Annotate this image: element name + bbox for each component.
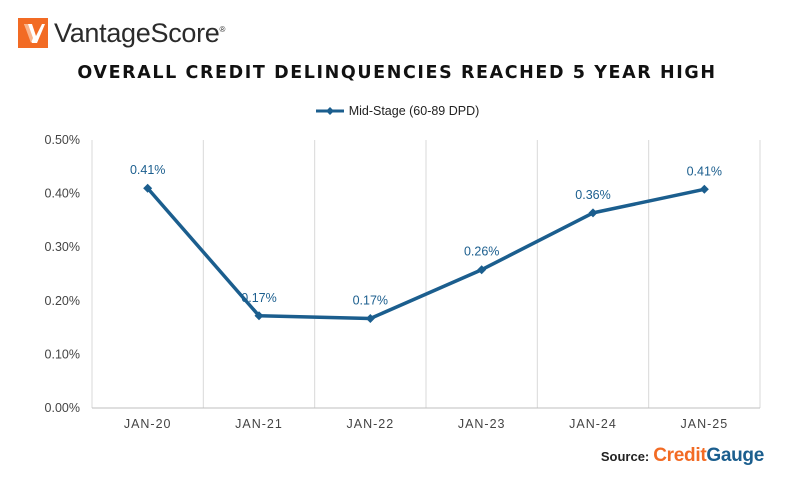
x-tick-label: JAN-22 xyxy=(346,417,394,431)
data-point-marker xyxy=(477,265,487,275)
y-tick-label: 0.50% xyxy=(45,133,80,147)
y-tick-label: 0.10% xyxy=(45,347,80,361)
y-tick-label: 0.40% xyxy=(45,187,80,201)
source-label: Source: xyxy=(600,449,650,464)
legend-line-marker-icon xyxy=(315,107,344,115)
chart-title: OVERALL CREDIT DELINQUENCIES REACHED 5 Y… xyxy=(77,63,717,83)
x-tick-label: JAN-25 xyxy=(680,417,728,431)
data-label: 0.17% xyxy=(353,293,388,307)
vantagescore-logo: VantageScore® xyxy=(18,16,225,50)
vantagescore-chevron-logo-icon xyxy=(18,18,48,48)
chart-grid xyxy=(91,140,761,408)
data-label: 0.41% xyxy=(687,164,722,178)
data-label: 0.17% xyxy=(241,291,276,305)
series-line xyxy=(145,186,707,321)
data-label: 0.41% xyxy=(130,163,165,177)
brand-name: VantageScore® xyxy=(54,18,225,49)
y-tick-label: 0.20% xyxy=(45,294,80,308)
creditgauge-logo: CreditGauge xyxy=(653,445,764,467)
data-label: 0.36% xyxy=(575,188,610,202)
y-tick-label: 0.30% xyxy=(45,240,80,254)
data-point-marker xyxy=(699,184,709,194)
data-point-marker xyxy=(143,183,153,193)
brand-name-text: VantageScore xyxy=(54,17,220,48)
data-point-marker xyxy=(254,311,264,321)
creditgauge-logo-part2: Gauge xyxy=(706,445,764,466)
x-tick-label: JAN-24 xyxy=(569,417,617,431)
brand-registered-mark: ® xyxy=(219,24,226,34)
x-tick-label: JAN-20 xyxy=(124,417,172,431)
creditgauge-logo-part1: Credit xyxy=(653,445,707,466)
source-credit: Source: CreditGauge xyxy=(601,445,764,467)
data-point-marker xyxy=(365,313,375,323)
data-label: 0.26% xyxy=(464,245,499,259)
data-point-marker xyxy=(588,208,598,218)
chart-series: 0.41% 0.17% 0.17% 0.26% 0.36% 0.41% xyxy=(130,163,722,323)
x-tick-label: JAN-23 xyxy=(458,417,506,431)
legend-series-label: Mid-Stage (60-89 DPD) xyxy=(348,104,480,118)
chart-legend: Mid-Stage (60-89 DPD) xyxy=(0,104,794,118)
x-tick-label: JAN-21 xyxy=(235,417,283,431)
y-tick-label: 0.00% xyxy=(45,401,80,415)
chart-axes: 0.00% 0.10% 0.20% 0.30% 0.40% 0.50% JAN-20 JAN-… xyxy=(45,133,760,431)
